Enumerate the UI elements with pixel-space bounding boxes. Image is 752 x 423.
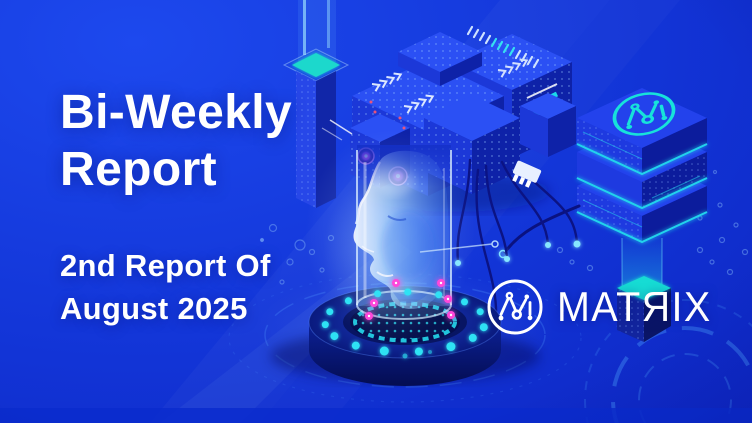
matrix-logo-icon bbox=[487, 279, 543, 335]
brand-wordmark: MATЯIX bbox=[557, 283, 712, 330]
brand-lockup: MATЯIX bbox=[486, 278, 722, 336]
title-line-2: Report bbox=[60, 143, 218, 196]
subtitle-line-2: August 2025 bbox=[60, 291, 248, 326]
bottom-accent-band bbox=[0, 408, 752, 423]
platform-glow-dots bbox=[321, 279, 488, 359]
ai-head-tube bbox=[305, 130, 499, 340]
server-matrix-logo-icon bbox=[612, 92, 676, 136]
subtitle-line-1: 2nd Report Of bbox=[60, 248, 271, 283]
connector-wires bbox=[455, 158, 581, 320]
server-stack bbox=[498, 88, 708, 342]
page-title: Bi-Weekly Report bbox=[60, 84, 292, 198]
data-cube bbox=[617, 276, 671, 342]
title-line-1: Bi-Weekly bbox=[60, 86, 293, 139]
report-subtitle: 2nd Report Of August 2025 bbox=[60, 244, 271, 330]
